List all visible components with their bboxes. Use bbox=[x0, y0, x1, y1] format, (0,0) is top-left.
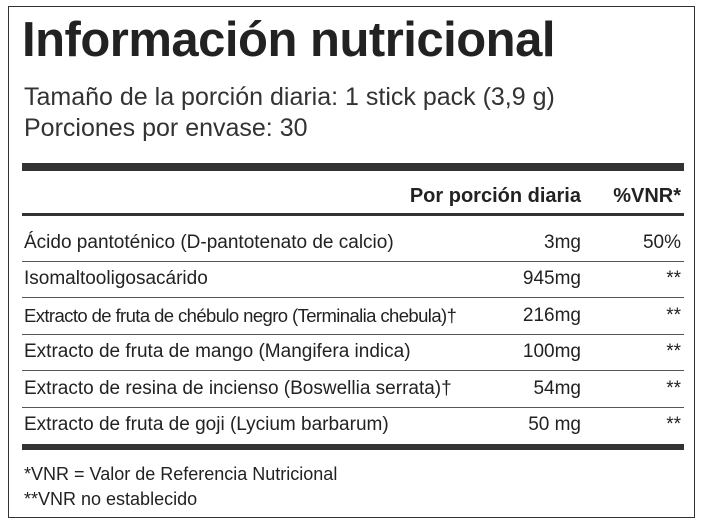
servings-per-container: Porciones por envase: 30 bbox=[24, 114, 308, 142]
nutrient-name: Extracto de fruta de chébulo negro (Term… bbox=[24, 304, 457, 326]
column-header: Por porción diaria bbox=[409, 185, 581, 207]
vnr: ** bbox=[666, 414, 681, 435]
amount: 216mg bbox=[522, 304, 581, 326]
nutrient-name: Extracto de fruta de goji (Lycium barbar… bbox=[24, 414, 389, 435]
header-rule bbox=[22, 213, 684, 216]
row-rule bbox=[22, 370, 684, 372]
amount: 3mg bbox=[544, 232, 581, 253]
row-rule bbox=[22, 333, 684, 335]
nutrient-name: Ácido pantoténico (D-pantotenato de calc… bbox=[24, 232, 394, 253]
amount: 100mg bbox=[522, 341, 581, 363]
vnr: 50% bbox=[642, 232, 681, 253]
title: Información nutricional bbox=[22, 13, 555, 67]
footnote: *VNR = Valor de Referencia Nutricional bbox=[24, 464, 338, 484]
amount: 945mg bbox=[522, 268, 581, 290]
nutrient-name: Extracto de resina de incienso (Boswelli… bbox=[24, 377, 452, 399]
label-panel bbox=[8, 6, 695, 518]
vnr: ** bbox=[666, 377, 681, 399]
amount: 54mg bbox=[533, 377, 581, 399]
nutrient-name: Isomaltooligosacárido bbox=[24, 268, 208, 290]
row-rule bbox=[22, 297, 684, 299]
row-rule bbox=[22, 261, 684, 262]
column-header: %VNR* bbox=[613, 185, 681, 207]
thick-rule bbox=[22, 444, 684, 450]
vnr: ** bbox=[666, 268, 681, 290]
footnote: **VNR no establecido bbox=[24, 489, 198, 509]
thick-rule bbox=[22, 163, 684, 171]
amount: 50 mg bbox=[528, 414, 581, 435]
serving-size: Tamaño de la porción diaria: 1 stick pac… bbox=[24, 83, 555, 111]
vnr: ** bbox=[666, 304, 681, 326]
vnr: ** bbox=[666, 341, 681, 363]
row-rule bbox=[22, 406, 684, 408]
nutrient-name: Extracto de fruta de mango (Mangifera in… bbox=[24, 341, 411, 363]
